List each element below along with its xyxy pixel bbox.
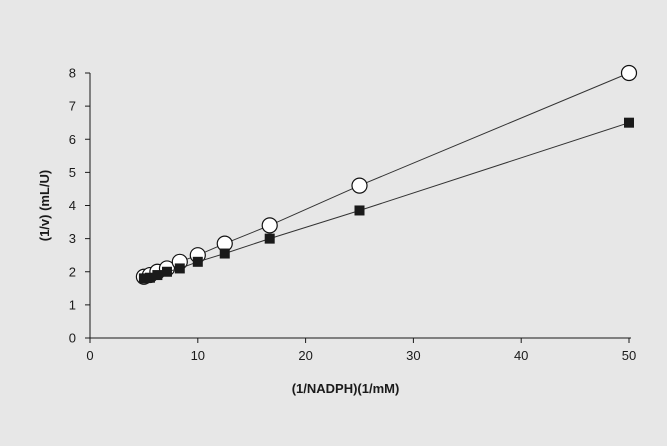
data-point-square (219, 248, 230, 259)
y-tick-label: 6 (69, 132, 76, 147)
data-point-square (144, 272, 155, 283)
y-tick-label: 2 (69, 264, 76, 279)
data-point-square (192, 256, 203, 267)
axes: 0 1 2 3 4 5 6 7 8 0 10 20 30 40 50 (69, 66, 636, 364)
y-tick-label: 5 (69, 165, 76, 180)
series-layer (135, 64, 638, 285)
x-tick-label: 20 (298, 348, 312, 363)
data-point-square (264, 233, 275, 244)
series-line (143, 122, 630, 279)
y-tick-label: 4 (69, 198, 76, 213)
y-tick-label: 1 (69, 297, 76, 312)
x-tick-label: 10 (191, 348, 205, 363)
series-2 (138, 117, 634, 284)
data-point-circle (620, 64, 638, 82)
x-tick-label: 30 (406, 348, 420, 363)
data-point-square (624, 117, 634, 128)
data-point-square (161, 266, 172, 277)
y-axis-title: (1/v) (mL/U) (37, 170, 52, 242)
data-point-square (174, 263, 185, 274)
x-tick-label: 50 (622, 348, 636, 363)
x-tick-label: 40 (514, 348, 528, 363)
x-axis-title: (1/NADPH)(1/mM) (292, 381, 400, 396)
data-point-square (138, 273, 149, 284)
series-line (143, 72, 630, 278)
y-tick-label: 8 (69, 66, 76, 81)
y-tick-label: 3 (69, 231, 76, 246)
series-1 (135, 64, 638, 285)
data-point-square (152, 270, 163, 281)
y-tick-label: 7 (69, 99, 76, 114)
y-tick-label: 0 (69, 331, 76, 346)
data-point-circle (261, 217, 278, 234)
x-tick-label: 0 (86, 348, 93, 363)
data-point-circle (351, 177, 368, 194)
data-point-square (354, 205, 365, 216)
